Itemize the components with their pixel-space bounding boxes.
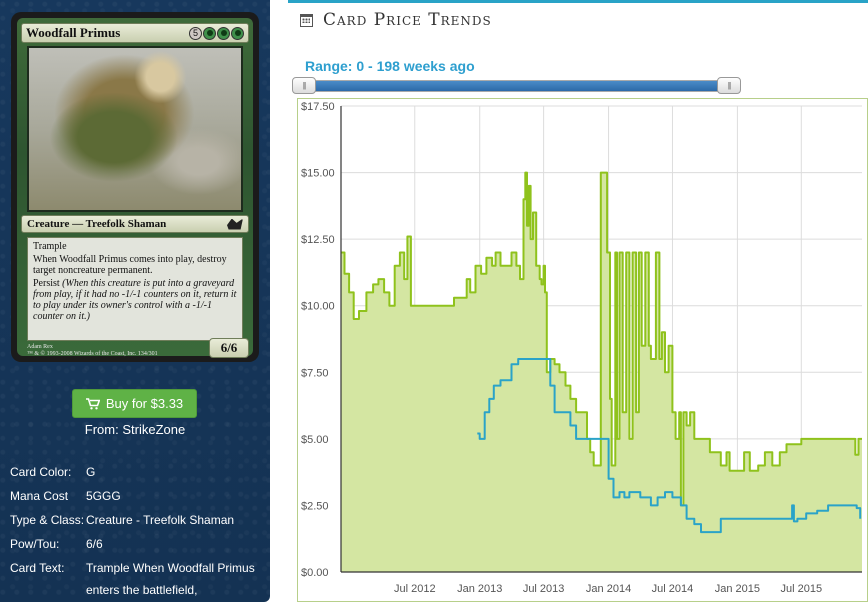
price-trend-chart-svg: $0.00 $2.50 $5.00 $7.50 $10.00 $12.50 $15.00 $1… [297, 98, 868, 602]
card-image: Woodfall Primus 5 Creature — Treefolk Sh… [11, 12, 259, 362]
top-accent-rule [288, 0, 868, 3]
range-slider-end-handle[interactable]: ||| [717, 77, 741, 94]
range-slider-selection [300, 81, 730, 91]
card-type-line: Creature — Treefolk Shaman [27, 218, 167, 230]
y-tick-label: $7.50 [301, 367, 329, 379]
y-tick-label: $12.50 [301, 234, 335, 246]
card-power-toughness: 6/6 [209, 338, 249, 358]
buy-vendor: From: StrikeZone [84, 422, 186, 437]
cart-icon [85, 397, 100, 409]
card-copyright: ™ & © 1993-2008 Wizards of the Coast, In… [27, 351, 158, 357]
card-credits: Adam Rex ™ & © 1993-2008 Wizards of the … [27, 344, 158, 358]
green-mana-icon [206, 30, 213, 36]
x-tick-label: Jan 2015 [715, 583, 760, 595]
price-trend-chart: $0.00 $2.50 $5.00 $7.50 $10.00 $12.50 $15.00 $1… [297, 98, 868, 602]
card-rules-text: Trample When Woodfall Primus comes into … [27, 237, 243, 341]
detail-value: Trample When Woodfall Primus enters the … [86, 561, 255, 597]
panel-header: Card Price Trends [300, 10, 492, 30]
detail-value: G [86, 465, 96, 479]
range-slider[interactable]: ||| ||| [292, 76, 741, 94]
x-tick-label: Jul 2014 [652, 583, 694, 595]
y-tick-label: $17.50 [301, 101, 335, 113]
y-tick-label: $0.00 [301, 567, 329, 579]
card-details: Card Color: G Mana Cost 5GGG Type & Class: Cr… [10, 466, 265, 602]
detail-row: Type & Class: Creature - Treefolk Shaman [10, 514, 265, 527]
mana-symbol-green [217, 26, 230, 40]
range-slider-start-handle[interactable]: ||| [292, 77, 316, 94]
y-tick-label: $2.50 [301, 500, 329, 512]
mana-symbol-green [203, 26, 216, 40]
detail-label: Pow/Tou: [10, 537, 60, 551]
buy-button[interactable]: Buy for $3.33 [72, 389, 197, 418]
detail-row: Card Text: Trample When Woodfall Primus e… [10, 561, 265, 601]
card-keyword: Trample [33, 241, 67, 252]
y-tick-label: $15.00 [301, 168, 335, 180]
card-type-bar: Creature — Treefolk Shaman [21, 215, 249, 233]
y-tick-label: $5.00 [301, 434, 329, 446]
series-1-line [477, 358, 862, 534]
range-label: Range: 0 - 198 weeks ago [305, 58, 475, 74]
series-0-line [341, 171, 862, 507]
detail-row: Card Color: G [10, 466, 265, 479]
x-tick-label: Jan 2013 [457, 583, 502, 595]
panel-title: Card Price Trends [323, 10, 492, 30]
detail-label: Type & Class: [10, 513, 85, 527]
card-persist-text: Persist (When this creature is put into … [33, 278, 237, 322]
green-mana-icon [234, 30, 241, 36]
x-tick-label: Jan 2014 [586, 583, 631, 595]
x-tick-label: Jul 2012 [394, 583, 436, 595]
card-frame: Woodfall Primus 5 Creature — Treefolk Sh… [17, 18, 253, 358]
detail-row: Mana Cost 5GGG [10, 490, 265, 503]
buy-button-label: Buy for $3.33 [105, 396, 184, 411]
mana-symbol-generic: 5 [189, 26, 202, 40]
card-mana-cost: 5 [189, 26, 244, 40]
card-sidebar: Woodfall Primus 5 Creature — Treefolk Sh… [0, 0, 270, 602]
calendar-icon [300, 13, 313, 27]
mana-symbol-green [231, 26, 244, 40]
card-name: Woodfall Primus [26, 25, 121, 40]
card-etb-text: When Woodfall Primus comes into play, de… [33, 254, 227, 276]
card-title-bar: Woodfall Primus 5 [21, 23, 249, 43]
x-tick-label: Jul 2013 [523, 583, 565, 595]
detail-value: 6/6 [86, 537, 103, 551]
shadowmoor-set-icon [227, 218, 243, 230]
card-persist-reminder: (When this creature is put into a gravey… [33, 278, 237, 322]
detail-value: 5GGG [86, 489, 121, 503]
detail-row: Pow/Tou: 6/6 [10, 538, 265, 551]
card-art [27, 46, 243, 212]
detail-value: Creature - Treefolk Shaman [86, 513, 235, 527]
card-artist: Adam Rex [27, 344, 53, 350]
y-tick-label: $10.00 [301, 301, 335, 313]
card-persist-keyword: Persist [33, 278, 60, 289]
x-tick-label: Jul 2015 [780, 583, 822, 595]
detail-label: Card Text: [10, 561, 65, 575]
green-mana-icon [220, 30, 227, 36]
detail-label: Card Color: [10, 465, 72, 479]
detail-label: Mana Cost [10, 489, 69, 503]
